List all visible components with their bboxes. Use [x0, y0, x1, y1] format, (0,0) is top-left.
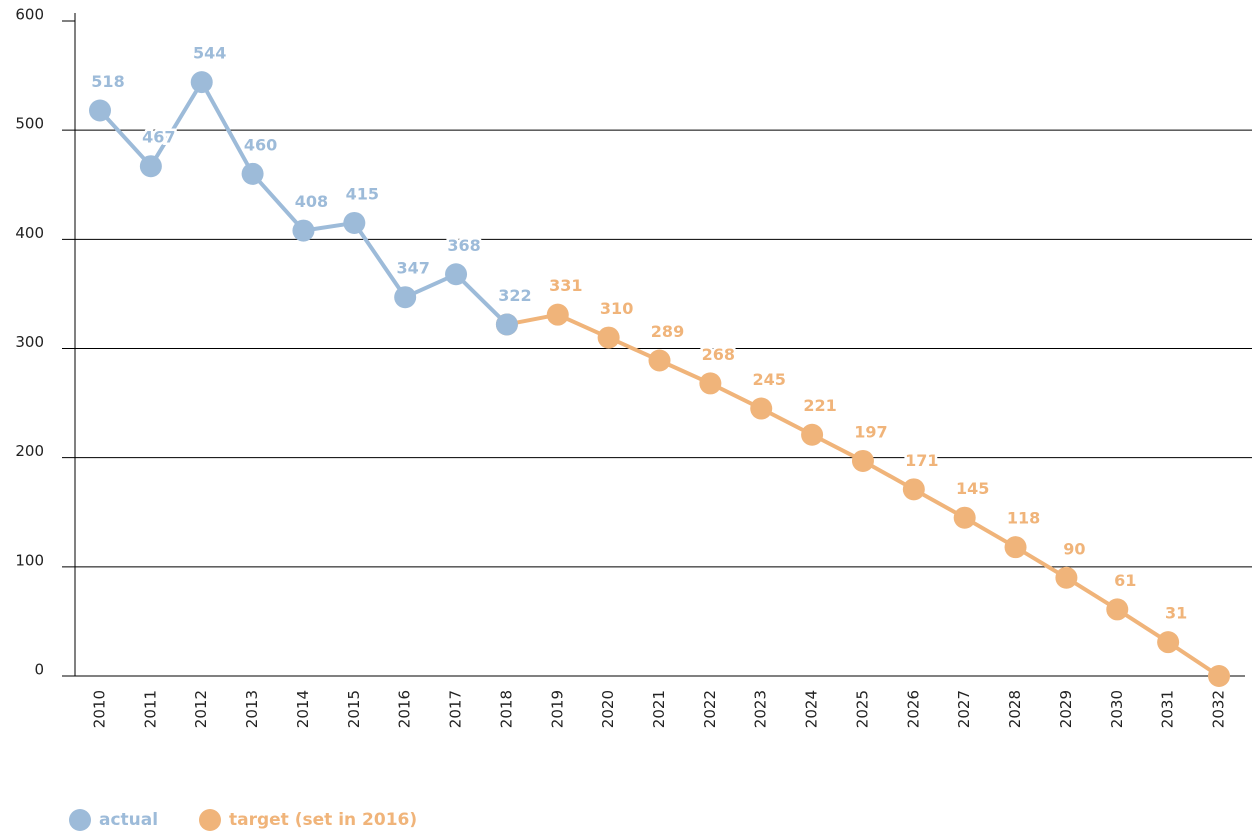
- value-label: 518: [91, 72, 124, 91]
- y-tick-label: 400: [15, 224, 44, 242]
- data-point: [1004, 536, 1027, 559]
- x-tick-label: 2030: [1108, 690, 1126, 728]
- value-label: 310: [600, 299, 633, 318]
- data-point: [1055, 566, 1078, 589]
- x-tick-label: 2023: [752, 690, 770, 728]
- data-point: [89, 99, 111, 122]
- data-point: [343, 211, 366, 234]
- data-point: [495, 313, 518, 336]
- legend-label: actual: [99, 810, 158, 830]
- value-label: 118: [1007, 509, 1040, 528]
- y-tick-label: 100: [15, 551, 44, 569]
- value-label: 171: [905, 451, 938, 470]
- x-tick-label: 2015: [345, 690, 363, 728]
- x-tick-label: 2022: [701, 690, 719, 728]
- x-tick-label: 2024: [803, 690, 821, 728]
- data-point: [445, 263, 468, 286]
- data-point: [851, 449, 874, 472]
- value-label: 221: [803, 396, 836, 415]
- x-tick-label: 2031: [1159, 690, 1177, 728]
- value-label: 322: [498, 286, 531, 305]
- value-label: 245: [753, 370, 786, 389]
- y-tick-label: 500: [15, 115, 44, 133]
- x-tick-label: 2012: [192, 690, 210, 728]
- legend-marker: [199, 809, 221, 831]
- data-point: [292, 219, 315, 242]
- data-point: [953, 506, 976, 529]
- x-tick-label: 2027: [955, 690, 973, 728]
- value-label: 61: [1114, 571, 1136, 590]
- data-point: [1208, 665, 1230, 687]
- y-tick-label: 200: [15, 442, 44, 460]
- x-tick-label: 2029: [1057, 690, 1075, 728]
- data-point: [546, 303, 569, 326]
- data-point: [1157, 631, 1180, 654]
- x-tick-label: 2032: [1210, 690, 1228, 728]
- x-tick-label: 2019: [548, 690, 566, 728]
- data-point: [597, 326, 620, 349]
- value-label: 415: [346, 184, 379, 203]
- data-point: [801, 423, 824, 446]
- data-point: [699, 372, 722, 395]
- data-point: [139, 155, 162, 178]
- x-tick-label: 2028: [1006, 690, 1024, 728]
- x-tick-label: 2018: [497, 690, 515, 728]
- data-point: [648, 349, 671, 372]
- x-tick-label: 2011: [141, 690, 159, 728]
- value-label: 368: [447, 236, 480, 255]
- x-tick-label: 2017: [447, 690, 465, 728]
- x-tick-label: 2013: [243, 690, 261, 728]
- data-point: [394, 286, 417, 309]
- value-label: 331: [549, 276, 582, 295]
- value-label: 31: [1165, 604, 1187, 623]
- x-tick-label: 2026: [904, 690, 922, 728]
- y-tick-label: 600: [15, 6, 44, 24]
- value-label: 467: [142, 128, 175, 147]
- value-label: 347: [396, 259, 429, 278]
- data-point: [750, 397, 773, 420]
- x-tick-label: 2025: [853, 690, 871, 728]
- data-point: [190, 71, 213, 94]
- value-label: 90: [1063, 539, 1085, 558]
- x-tick-label: 2016: [396, 690, 414, 728]
- value-label: 197: [854, 422, 887, 441]
- value-label: 408: [295, 192, 328, 211]
- data-point: [902, 478, 925, 501]
- value-label: 460: [244, 135, 277, 154]
- value-label: 145: [956, 479, 989, 498]
- y-tick-label: 0: [34, 661, 44, 679]
- x-tick-label: 2021: [650, 690, 668, 728]
- series-line: [506, 312, 1221, 678]
- x-tick-label: 2010: [91, 690, 109, 728]
- data-point: [241, 162, 264, 185]
- value-label: 268: [702, 345, 735, 364]
- value-label: 289: [651, 322, 684, 341]
- legend-label: target (set in 2016): [229, 810, 417, 830]
- x-tick-label: 2014: [294, 690, 312, 728]
- legend-marker: [69, 809, 91, 831]
- value-label: 544: [193, 44, 226, 63]
- data-point: [1106, 598, 1129, 621]
- y-tick-label: 300: [15, 333, 44, 351]
- x-tick-label: 2020: [599, 690, 617, 728]
